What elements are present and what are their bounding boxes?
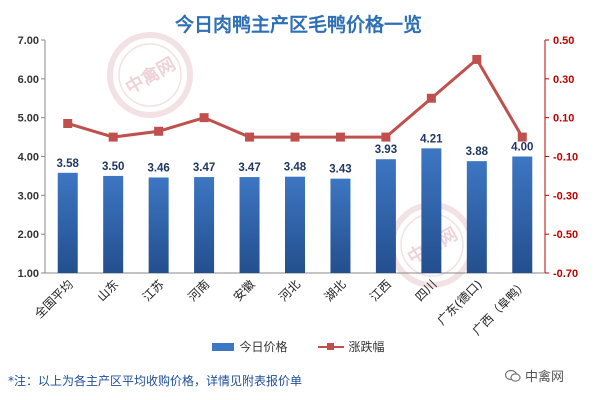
bar — [421, 148, 442, 273]
y-left-tick-label: 4.00 — [18, 152, 39, 164]
bar — [466, 161, 487, 273]
y-right-tick-label: 0.10 — [553, 113, 574, 125]
watermark-text: 中禽网 — [122, 53, 180, 99]
bar-value-label: 3.93 — [375, 144, 397, 156]
bar — [285, 176, 305, 273]
legend-bar-swatch — [212, 342, 235, 351]
y-right-tick-label: 0.50 — [553, 35, 574, 47]
watermark-stamp — [107, 32, 193, 118]
bar — [239, 177, 260, 273]
brand-name: 中禽网 — [525, 370, 565, 385]
legend-bar-label: 今日价格 — [239, 340, 288, 354]
bar-value-label: 3.48 — [284, 162, 307, 174]
legend-line-swatch — [317, 342, 344, 352]
bar — [148, 177, 169, 273]
change-marker — [154, 126, 164, 136]
footnote: *注：以上为各主产区平均收购价格，详情见附表报价单 — [8, 374, 303, 388]
change-marker — [63, 118, 73, 128]
change-marker — [290, 132, 300, 142]
change-marker — [517, 132, 527, 142]
bar-value-label: 4.21 — [420, 133, 443, 145]
chart-title: 今日肉鸭主产区毛鸭价格一览 — [174, 14, 422, 36]
bar-value-label: 3.88 — [466, 146, 489, 158]
bar-value-label: 4.00 — [511, 142, 533, 154]
bar-value-label: 3.47 — [238, 162, 260, 174]
bar — [512, 156, 533, 273]
y-right-tick-label: -0.10 — [553, 152, 578, 164]
bar — [57, 172, 78, 273]
x-tick-label: 全国平均 — [31, 277, 76, 322]
watermark-ring — [118, 43, 182, 107]
x-tick-label: 山东 — [94, 277, 121, 304]
y-right-tick-label: -0.30 — [553, 190, 578, 202]
change-marker — [472, 54, 482, 64]
y-right-tick-label: -0.70 — [553, 268, 578, 280]
y-left-tick-label: 6.00 — [18, 74, 39, 86]
x-tick-label: 湖北 — [321, 277, 349, 305]
change-marker — [426, 93, 436, 103]
wechat-icon — [504, 369, 521, 383]
legend-item-line: 涨跌幅 — [317, 338, 385, 355]
x-tick-label: 河南 — [185, 277, 213, 305]
y-right-tick-label: 0.30 — [553, 74, 574, 86]
change-line — [67, 57, 524, 139]
y-right-tick-label: -0.50 — [553, 229, 578, 241]
bar-value-label: 3.50 — [102, 161, 124, 173]
chart-legend: 今日价格 涨跌幅 — [0, 338, 597, 355]
change-marker — [245, 132, 255, 142]
y-left-tick-label: 2.00 — [18, 229, 39, 241]
bar — [375, 159, 396, 273]
bar-value-label: 3.43 — [329, 164, 351, 176]
brand-logo: 中禽网 — [504, 366, 565, 385]
bar-value-label: 3.58 — [57, 158, 80, 170]
bar-value-label: 3.47 — [193, 162, 215, 174]
y-left-tick-label: 1.00 — [18, 268, 39, 280]
bar — [330, 178, 351, 273]
y-left-tick-label: 5.00 — [18, 113, 39, 125]
change-marker — [381, 132, 391, 142]
bar-value-label: 3.46 — [147, 162, 169, 174]
x-tick-label: 河北 — [276, 277, 303, 304]
bar — [103, 175, 124, 273]
legend-item-bar: 今日价格 — [212, 338, 288, 355]
x-tick-label: 安徽 — [230, 277, 258, 305]
change-marker — [199, 113, 209, 123]
change-marker — [108, 132, 118, 142]
x-tick-label: 江苏 — [140, 277, 167, 304]
y-left-tick-label: 7.00 — [18, 35, 39, 47]
change-marker — [335, 132, 345, 142]
x-tick-label: 江西 — [367, 277, 394, 304]
legend-line-label: 涨跌幅 — [348, 340, 385, 354]
y-left-tick-label: 3.00 — [18, 190, 39, 202]
bar — [194, 177, 215, 273]
